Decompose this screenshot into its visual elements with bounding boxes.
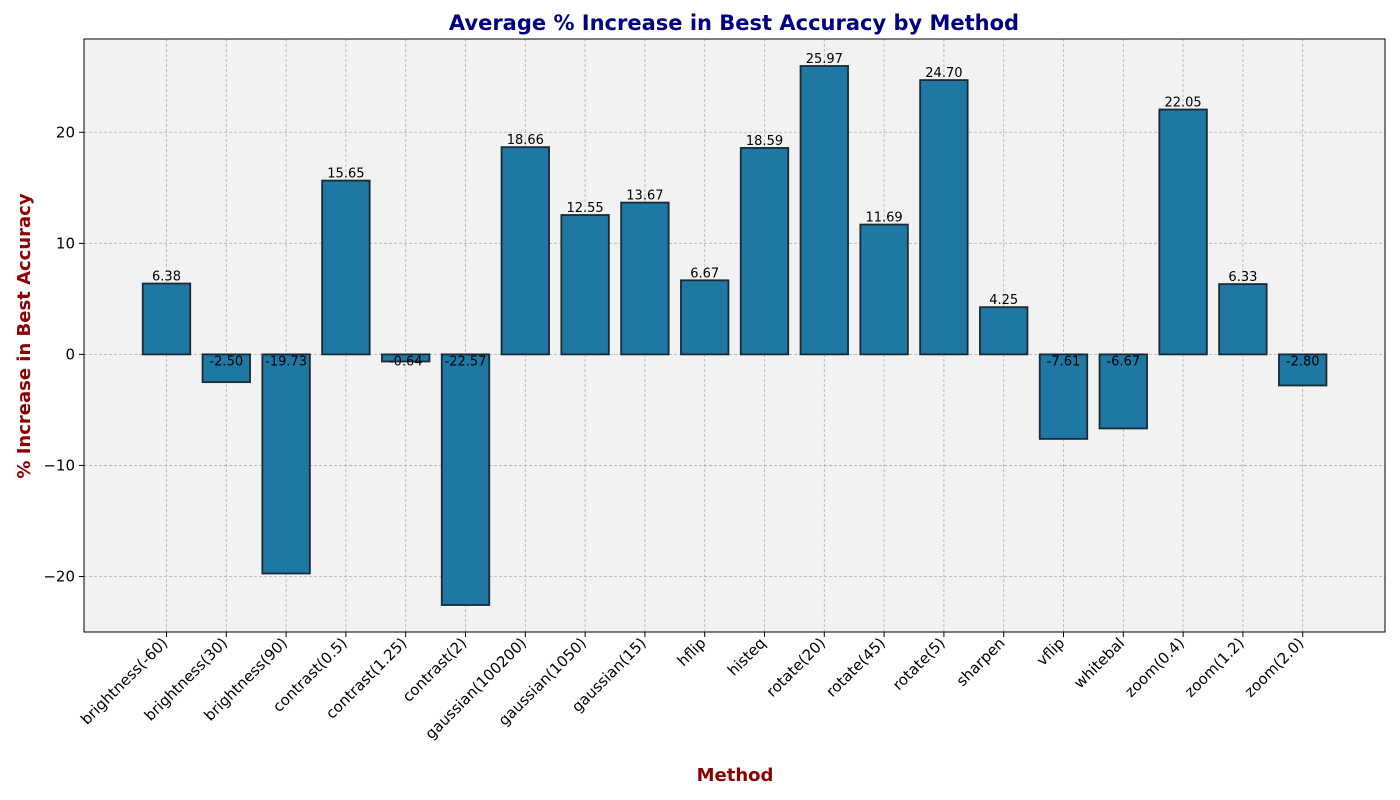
value-labels: 6.38 -2.50 -19.73 15.65 -0.64 -22.57 18.66 12.5… bbox=[152, 52, 1319, 369]
bar-value-label: 12.55 bbox=[566, 201, 603, 216]
x-tick-label: zoom(0.4) bbox=[1121, 634, 1188, 701]
bar bbox=[261, 353, 311, 575]
bar bbox=[979, 306, 1029, 356]
y-tick-label: −20 bbox=[43, 567, 75, 585]
bar bbox=[1278, 353, 1328, 387]
bar bbox=[1038, 353, 1089, 440]
bar bbox=[381, 353, 431, 363]
bar-value-label: 24.70 bbox=[925, 66, 962, 81]
y-axis-ticks: −20 −10 0 10 20 bbox=[43, 123, 84, 585]
bar-value-label: 15.65 bbox=[327, 167, 364, 182]
chart-title: Average % Increase in Best Accuracy by M… bbox=[449, 11, 1019, 35]
y-axis-label: % Increase in Best Accuracy bbox=[14, 193, 35, 478]
bar bbox=[799, 65, 849, 356]
bar bbox=[440, 353, 491, 606]
bar-value-label: -2.50 bbox=[209, 354, 243, 369]
y-tick-label: −10 bbox=[43, 456, 75, 474]
x-tick-label: sharpen bbox=[953, 634, 1009, 690]
x-tick-label: whitebal bbox=[1070, 634, 1128, 692]
bar bbox=[739, 147, 790, 356]
bar bbox=[620, 201, 670, 356]
x-tick-label: zoom(2.0) bbox=[1241, 634, 1308, 701]
bar-value-label: 4.25 bbox=[989, 293, 1018, 308]
bar-value-label: 18.59 bbox=[746, 134, 783, 149]
bar-value-label: -6.67 bbox=[1106, 354, 1140, 369]
bar-value-label: -7.61 bbox=[1047, 354, 1081, 369]
bar bbox=[919, 79, 969, 356]
bar-value-label: -19.73 bbox=[265, 354, 307, 369]
bar bbox=[201, 353, 251, 384]
bar-value-label: 18.66 bbox=[507, 133, 544, 148]
bar bbox=[680, 279, 730, 356]
bar-value-label: 13.67 bbox=[626, 189, 663, 204]
bar-value-label: 6.33 bbox=[1228, 270, 1257, 285]
bar-value-label: 6.67 bbox=[690, 266, 719, 281]
bar bbox=[1218, 283, 1268, 356]
bars bbox=[141, 65, 1328, 606]
x-tick-label: rotate(5) bbox=[889, 634, 949, 694]
bar bbox=[859, 223, 909, 356]
bar-value-label: -0.64 bbox=[389, 354, 423, 369]
bar-value-label: 22.05 bbox=[1164, 96, 1201, 111]
y-tick-label: 10 bbox=[56, 234, 75, 252]
bar-value-label: 11.69 bbox=[865, 211, 902, 226]
x-tick-label: gaussian(100200) bbox=[421, 634, 530, 743]
x-tick-label: vflip bbox=[1033, 634, 1068, 669]
x-tick-label: hflip bbox=[674, 634, 710, 670]
bar-value-label: 6.38 bbox=[152, 270, 181, 285]
y-tick-label: 0 bbox=[65, 345, 75, 363]
x-axis-label: Method bbox=[697, 765, 774, 786]
bar-value-label: 25.97 bbox=[806, 52, 843, 67]
plot-frame bbox=[83, 38, 1386, 633]
bar bbox=[500, 146, 550, 356]
bar bbox=[1098, 353, 1148, 430]
y-tick-label: 20 bbox=[56, 123, 75, 141]
x-tick-label: histeq bbox=[724, 634, 769, 679]
x-axis-ticks: brightness(-60)brightness(30)brightness(… bbox=[77, 632, 1308, 743]
bar bbox=[321, 179, 371, 356]
bar bbox=[560, 214, 610, 356]
x-tick-label: rotate(20) bbox=[763, 634, 829, 700]
bar bbox=[141, 282, 192, 356]
bar bbox=[1158, 108, 1208, 356]
x-tick-label: rotate(45) bbox=[822, 634, 888, 700]
bar-value-label: -2.80 bbox=[1286, 354, 1320, 369]
x-tick-label: zoom(1.2) bbox=[1181, 634, 1248, 701]
bar-value-label: -22.57 bbox=[445, 354, 487, 369]
